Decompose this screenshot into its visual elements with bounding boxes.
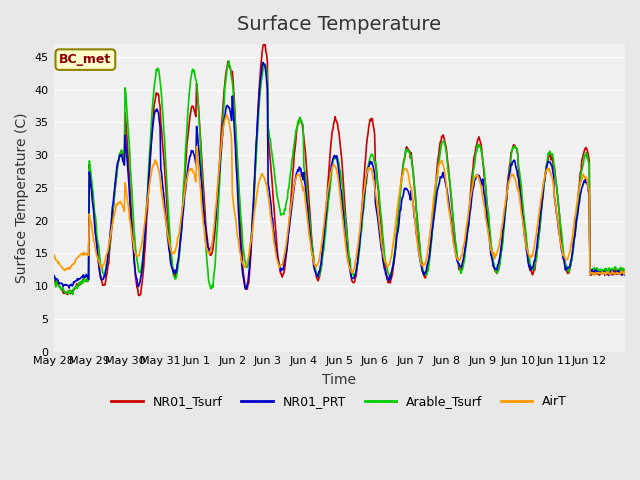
Legend: NR01_Tsurf, NR01_PRT, Arable_Tsurf, AirT: NR01_Tsurf, NR01_PRT, Arable_Tsurf, AirT [106,390,572,413]
Title: Surface Temperature: Surface Temperature [237,15,442,34]
Y-axis label: Surface Temperature (C): Surface Temperature (C) [15,112,29,283]
X-axis label: Time: Time [323,373,356,387]
Text: BC_met: BC_met [60,53,111,66]
